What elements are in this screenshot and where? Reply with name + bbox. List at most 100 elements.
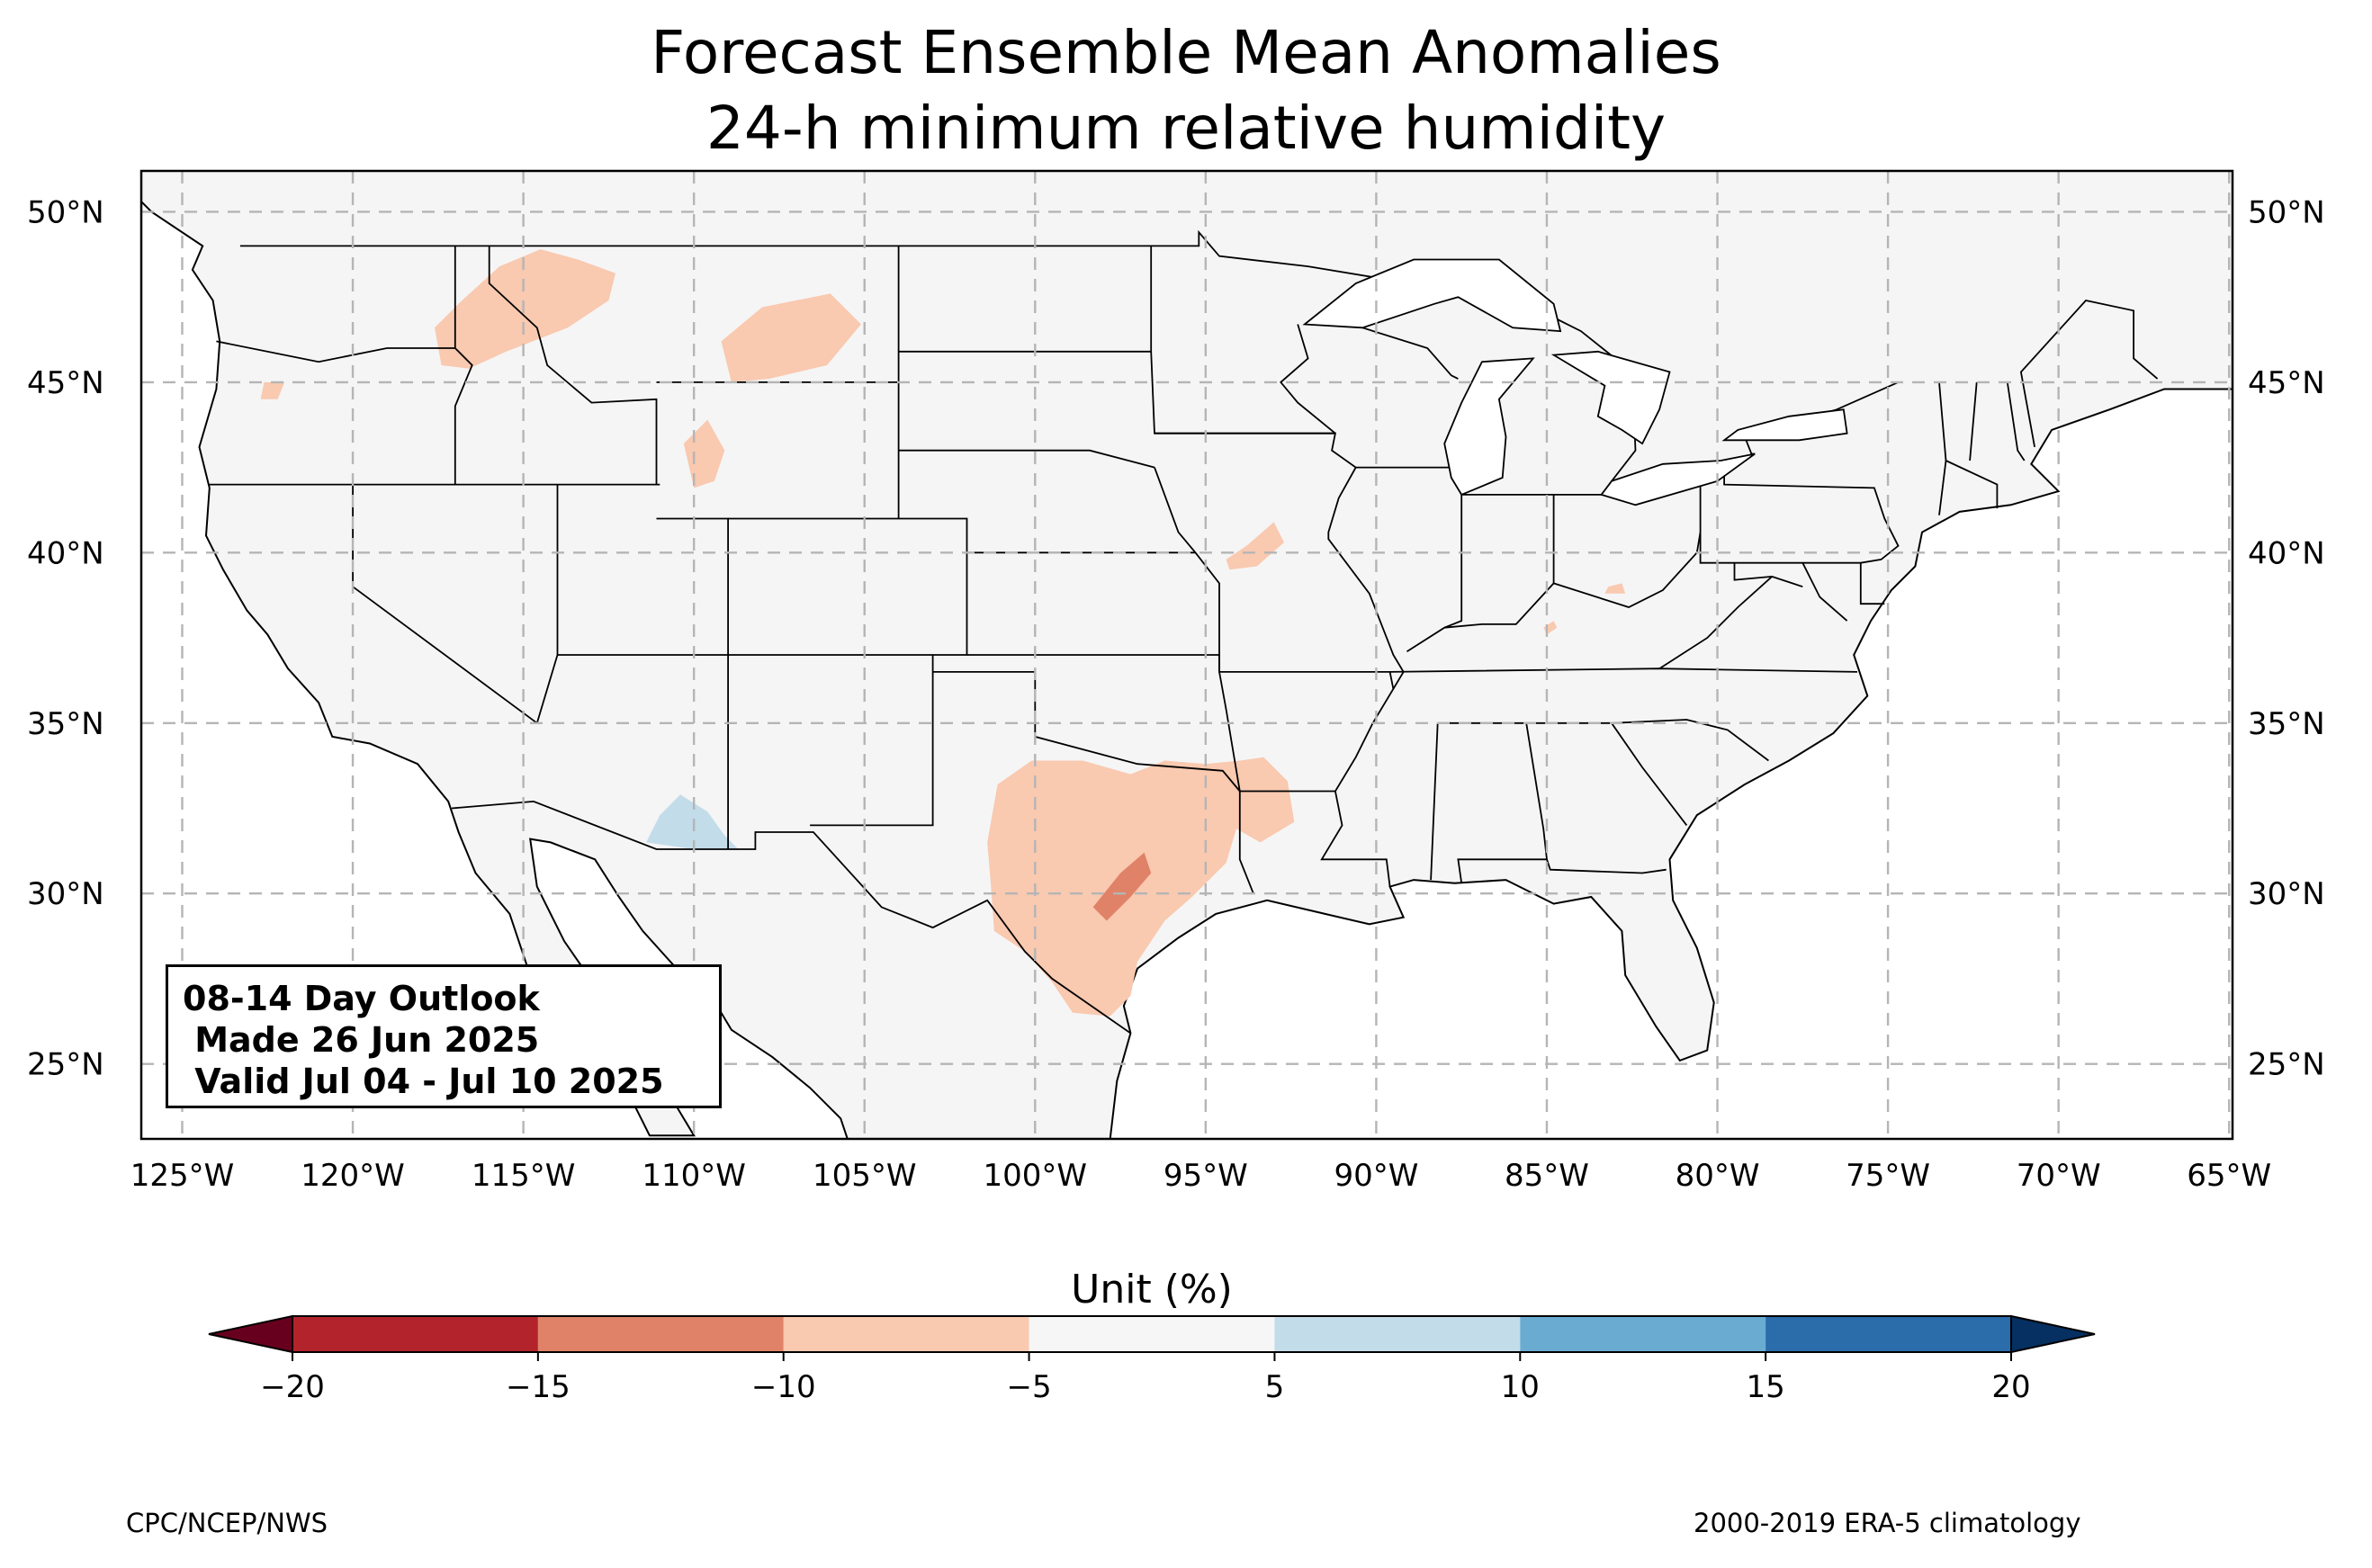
outlook-info-box: 08-14 Day Outlook Made 26 Jun 2025 Valid…: [166, 964, 722, 1108]
border-line: [932, 671, 1241, 793]
longitude-label: 115°W: [472, 1158, 576, 1194]
latitude-label-right: 25°N: [2248, 1047, 2325, 1083]
chart-title-line-2: 24-h minimum relative humidity: [705, 94, 1667, 163]
border-line: [1444, 494, 1555, 629]
border-line: [535, 654, 559, 724]
border-line: [2019, 300, 2159, 448]
colorbar-bin: [1520, 1316, 1766, 1352]
border-line: [239, 229, 1390, 282]
anomaly-region-southern-arizona: [646, 794, 739, 849]
longitude-labels: 125°W 120°W 115°W 110°W 105°W 100°W 95°W 90°W 85…: [130, 1158, 2271, 1194]
border-line: [1546, 859, 1667, 874]
border-line: [810, 655, 934, 827]
border-line: [1155, 432, 1405, 887]
border-line: [1801, 562, 1848, 622]
latitude-label-left: 45°N: [27, 365, 104, 401]
longitude-label: 95°W: [1164, 1158, 1248, 1194]
anomaly-layer: [260, 249, 1626, 1017]
great-lake: [1550, 350, 1671, 445]
colorbar-title: Unit (%): [1071, 1267, 1233, 1313]
outlook-made-date: Made 26 Jun 2025: [183, 1020, 540, 1060]
colorbar-extend-low: [208, 1314, 293, 1354]
colorbar-tick-label: −20: [260, 1369, 325, 1405]
border-line: [1280, 324, 1336, 435]
colorbar-tick-label: 20: [1991, 1369, 2030, 1405]
border-line: [1969, 381, 1978, 461]
border-line: [1553, 484, 1702, 608]
latitude-label-right: 30°N: [2248, 876, 2325, 912]
colorbar-extend-high: [2010, 1314, 2096, 1354]
great-lake: [1721, 408, 1848, 442]
border-line: [2006, 381, 2026, 461]
colorbar-bin: [1766, 1316, 2011, 1352]
latitude-label-right: 45°N: [2248, 365, 2325, 401]
latitude-label-left: 25°N: [27, 1047, 104, 1083]
latitude-labels: 25°N 25°N 30°N 30°N 35°N 35°N 40°N 40°N 45°N 45°N…: [27, 194, 2325, 1082]
longitude-label: 70°W: [2017, 1158, 2101, 1194]
latitude-label-left: 30°N: [27, 876, 104, 912]
colorbar: −20 −15 −10 −5 5 10 15 20: [208, 1314, 2096, 1405]
longitude-label: 90°W: [1334, 1158, 1418, 1194]
longitude-label: 85°W: [1505, 1158, 1589, 1194]
colorbar-tick-label: −15: [506, 1369, 571, 1405]
colorbar-tick-label: 15: [1747, 1369, 1785, 1405]
latitude-label-left: 50°N: [27, 194, 104, 230]
longitude-label: 65°W: [2187, 1158, 2271, 1194]
anomaly-region-northern-missouri: [1226, 522, 1284, 570]
anomaly-region-central-texas-core: [1092, 852, 1152, 921]
border-line: [898, 449, 1155, 469]
anomaly-region-central-montana: [721, 293, 861, 382]
latitude-label-right: 40°N: [2248, 535, 2325, 571]
latitude-label-right: 50°N: [2248, 194, 2325, 230]
anomaly-region-texas-oklahoma: [987, 757, 1295, 1017]
anomaly-region-northern-idaho-montana: [435, 249, 615, 369]
border-line: [1945, 460, 1999, 509]
border-line: [216, 340, 473, 485]
colorbar-bin: [1029, 1316, 1275, 1352]
border-line: [1218, 671, 1335, 793]
great-lake: [1302, 258, 1562, 333]
great-lake: [1600, 452, 1756, 506]
credit-source: CPC/NCEP/NWS: [126, 1508, 328, 1538]
border-line: [451, 800, 1131, 1035]
outlook-period: 08-14 Day Outlook: [183, 979, 540, 1018]
longitude-label: 100°W: [984, 1158, 1088, 1194]
border-line: [728, 517, 968, 656]
border-line: [1658, 576, 1773, 669]
outlook-valid-dates: Valid Jul 04 - Jul 10 2025: [183, 1062, 664, 1101]
colorbar-bin: [537, 1316, 784, 1352]
longitude-label: 105°W: [813, 1158, 917, 1194]
anomaly-region-eastern-oregon: [260, 381, 285, 399]
colorbar-tick-label: 10: [1501, 1369, 1540, 1405]
colorbar-bin: [292, 1316, 538, 1352]
longitude-label: 80°W: [1676, 1158, 1760, 1194]
colorbar-bin: [1274, 1316, 1521, 1352]
chart-title-line-1: Forecast Ensemble Mean Anomalies: [651, 18, 1721, 87]
colorbar-frame: [292, 1315, 2012, 1353]
map-frame: [139, 169, 2234, 1141]
longitude-label: 125°W: [130, 1158, 235, 1194]
border-line: [488, 246, 658, 485]
longitude-label: 75°W: [1846, 1158, 1930, 1194]
latitude-label-left: 35°N: [27, 706, 104, 742]
border-line: [1611, 722, 1688, 826]
border-line: [1699, 474, 1900, 564]
longitude-label: 110°W: [642, 1158, 746, 1194]
longitude-label: 120°W: [301, 1158, 405, 1194]
border-line: [1406, 494, 1463, 652]
latitude-label-right: 35°N: [2248, 706, 2325, 742]
border-line: [1238, 791, 1254, 894]
credit-climatology: 2000-2019 ERA-5 climatology: [1694, 1508, 2081, 1538]
border-line: [1430, 722, 1439, 881]
state-borders: [209, 229, 2159, 1035]
anomaly-region-ohio-spot: [1604, 583, 1626, 594]
great-lake: [1443, 357, 1535, 497]
colorbar-bin: [783, 1316, 1029, 1352]
latitude-label-left: 40°N: [27, 535, 104, 571]
border-line: [1361, 327, 1459, 380]
colorbar-tick-label: 5: [1265, 1369, 1285, 1405]
border-line: [1859, 562, 1885, 605]
colorbar-tick-label: −5: [1007, 1369, 1052, 1405]
colorbar-tick-label: −10: [751, 1369, 816, 1405]
